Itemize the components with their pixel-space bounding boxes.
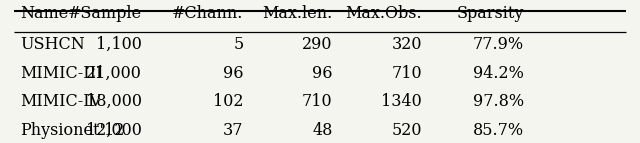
Text: 1340: 1340: [381, 93, 422, 110]
Text: 5: 5: [234, 36, 244, 53]
Text: 520: 520: [392, 122, 422, 139]
Text: USHCN: USHCN: [20, 36, 85, 53]
Text: 102: 102: [213, 93, 244, 110]
Text: 94.2%: 94.2%: [473, 65, 524, 82]
Text: 37: 37: [223, 122, 244, 139]
Text: 96: 96: [312, 65, 333, 82]
Text: MIMIC-IV: MIMIC-IV: [20, 93, 102, 110]
Text: 710: 710: [391, 65, 422, 82]
Text: 18,000: 18,000: [86, 93, 141, 110]
Text: 710: 710: [302, 93, 333, 110]
Text: 12,000: 12,000: [86, 122, 141, 139]
Text: 85.7%: 85.7%: [473, 122, 524, 139]
Text: 97.8%: 97.8%: [473, 93, 524, 110]
Text: Name: Name: [20, 5, 68, 22]
Text: 96: 96: [223, 65, 244, 82]
Text: Max.Obs.: Max.Obs.: [346, 5, 422, 22]
Text: 77.9%: 77.9%: [473, 36, 524, 53]
Text: Sparsity: Sparsity: [456, 5, 524, 22]
Text: 1,100: 1,100: [96, 36, 141, 53]
Text: MIMIC-III: MIMIC-III: [20, 65, 103, 82]
Text: 21,000: 21,000: [86, 65, 141, 82]
Text: Max.len.: Max.len.: [262, 5, 333, 22]
Text: 290: 290: [302, 36, 333, 53]
Text: Physionet'12: Physionet'12: [20, 122, 125, 139]
Text: 48: 48: [312, 122, 333, 139]
Text: #Chann.: #Chann.: [172, 5, 244, 22]
Text: 320: 320: [392, 36, 422, 53]
Text: #Sample: #Sample: [67, 5, 141, 22]
